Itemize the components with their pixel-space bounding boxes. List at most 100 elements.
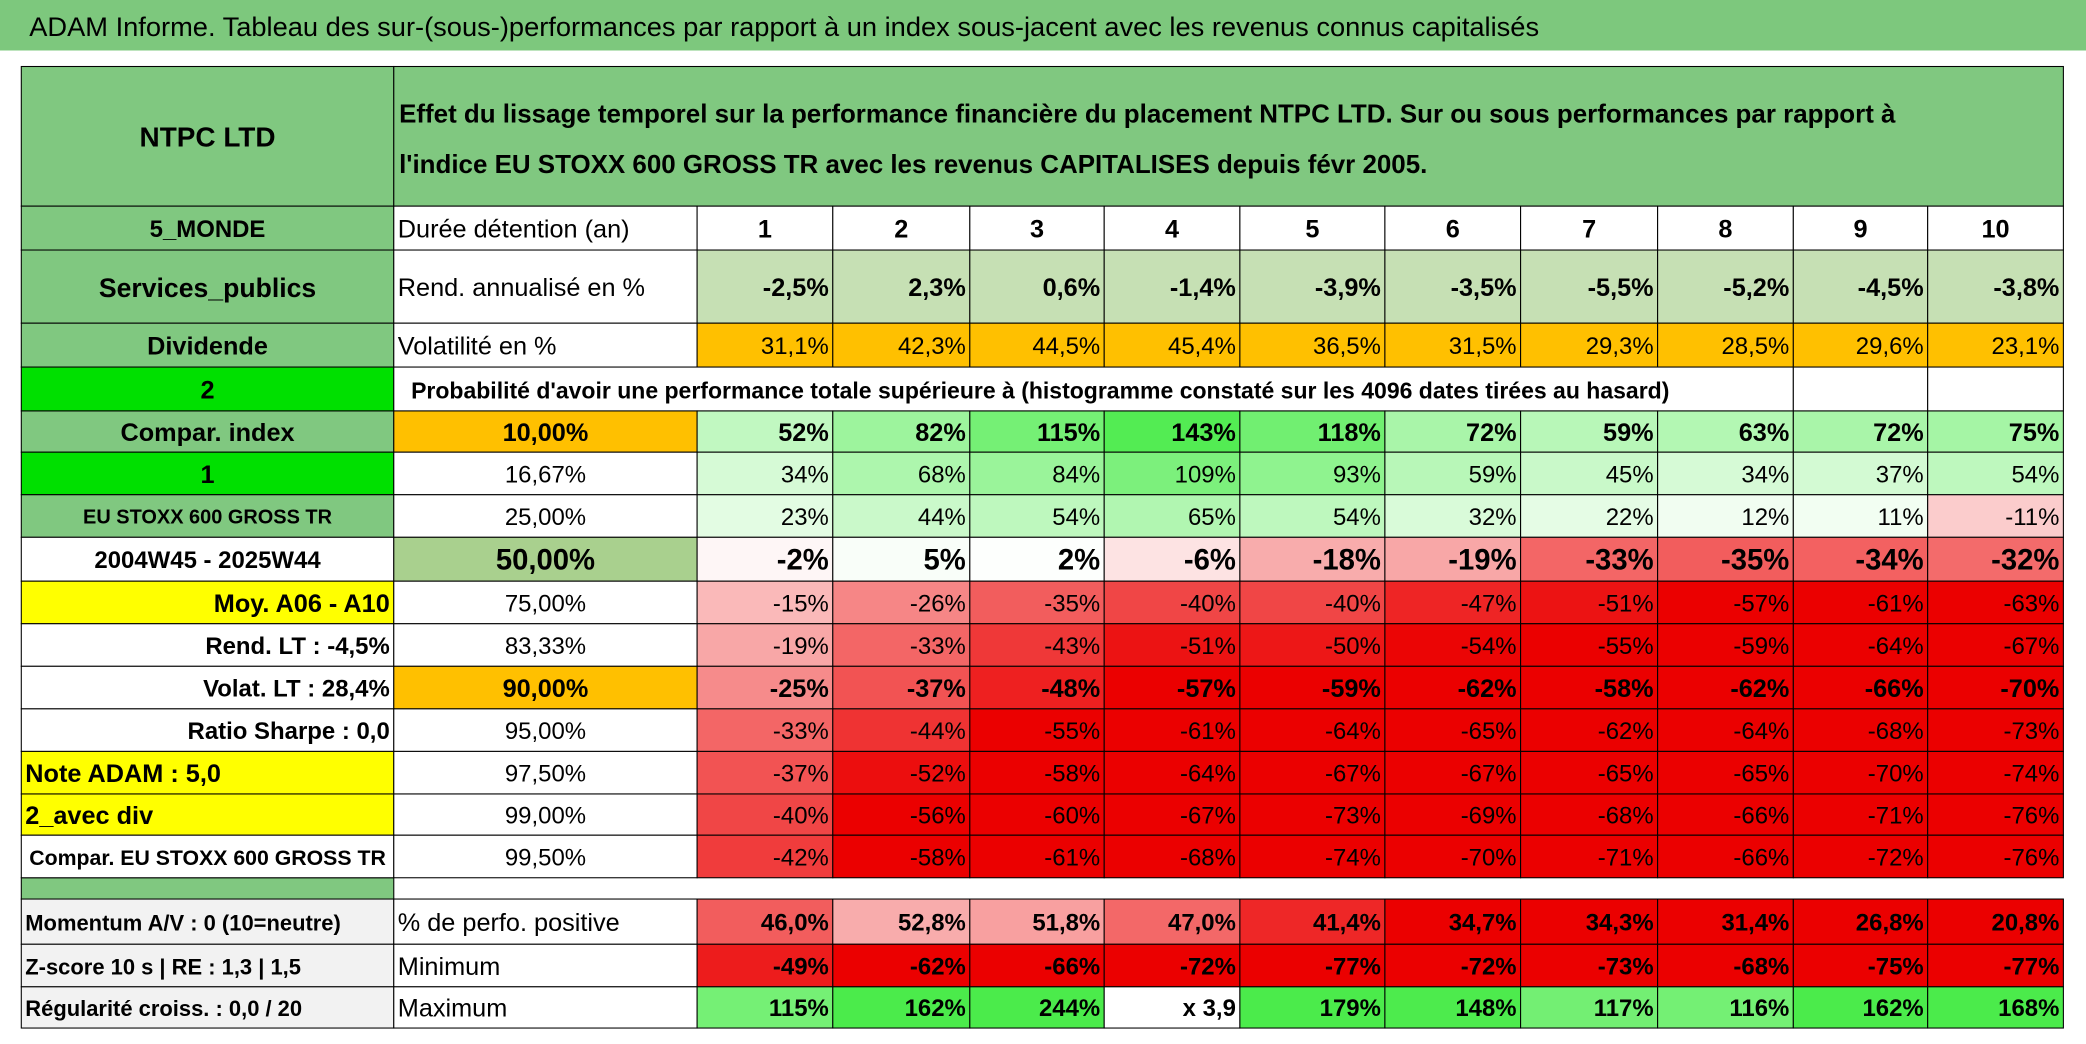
value-cell — [969, 986, 1105, 1029]
value-cell — [1384, 494, 1522, 538]
value-cell — [1103, 451, 1241, 496]
value-cell — [1792, 249, 1929, 324]
value-text: 34,7% — [1449, 909, 1517, 936]
value-cell — [1792, 943, 1929, 988]
value-text: 117% — [1594, 995, 1654, 1022]
value-text: -51% — [1180, 633, 1236, 660]
row-title: Minimum — [398, 953, 501, 981]
value-text: 116% — [1729, 995, 1789, 1022]
value-text: 23% — [781, 504, 829, 531]
value-cell — [1384, 943, 1522, 988]
value-text: -67% — [1180, 802, 1236, 829]
value-text: -70% — [2000, 675, 2059, 703]
value-cell — [1384, 793, 1522, 836]
value-cell — [832, 410, 971, 453]
value-text: 244% — [1039, 995, 1100, 1022]
value-cell — [1792, 986, 1929, 1029]
value-text: 45,4% — [1168, 333, 1236, 360]
value-cell — [1520, 580, 1659, 625]
value-text: -33% — [773, 718, 829, 745]
value-text: -58% — [1595, 675, 1654, 703]
value-text: 23,1% — [1992, 333, 2060, 360]
value-cell — [1239, 898, 1386, 945]
row-title: 50,00% — [496, 545, 595, 577]
value-cell — [1792, 451, 1929, 496]
value-cell — [1520, 494, 1659, 538]
value-cell — [1239, 986, 1386, 1029]
value-cell — [832, 536, 971, 582]
value-text: -52% — [910, 761, 966, 788]
value-cell — [1792, 834, 1929, 879]
description-line: l'indice EU STOXX 600 GROSS TR avec les … — [399, 151, 1427, 179]
value-cell — [1239, 494, 1386, 538]
row-title: % de perfo. positive — [398, 909, 620, 937]
label-cell — [20, 580, 395, 625]
value-text: 26,8% — [1856, 909, 1924, 936]
value-cell — [1384, 410, 1522, 453]
value-text: 31,5% — [1449, 333, 1517, 360]
value-text: 44,5% — [1032, 333, 1100, 360]
value-text: 44% — [918, 504, 966, 531]
value-text: -51% — [1598, 590, 1654, 617]
value-text: 36,5% — [1313, 333, 1381, 360]
value-cell — [1927, 322, 2064, 368]
value-text: 31,1% — [761, 333, 829, 360]
label-cell — [20, 536, 395, 582]
value-cell — [1792, 205, 1929, 251]
value-cell — [1792, 898, 1929, 945]
value-text: -55% — [1598, 633, 1654, 660]
row-label: 2 — [201, 376, 215, 404]
value-text: 2,3% — [908, 274, 966, 302]
value-cell — [832, 249, 971, 324]
value-text: -5,2% — [1723, 274, 1789, 302]
value-cell — [696, 898, 834, 945]
value-text: -15% — [773, 590, 829, 617]
value-text: -61% — [1180, 718, 1236, 745]
value-text: -54% — [1461, 633, 1517, 660]
value-text: -2% — [777, 545, 829, 577]
value-text: -3,9% — [1315, 274, 1381, 302]
row-label: Dividende — [147, 332, 268, 360]
value-cell — [1657, 793, 1794, 836]
value-cell — [1239, 205, 1386, 251]
value-text: -48% — [1041, 675, 1100, 703]
row-title: Rend. annualisé en % — [398, 274, 645, 302]
value-text: 54% — [1333, 504, 1381, 531]
description-cell — [393, 65, 2064, 207]
title-cell — [393, 322, 698, 368]
value-cell — [1927, 536, 2064, 582]
value-text: -76% — [2003, 844, 2059, 871]
value-cell — [969, 793, 1105, 836]
value-text: 68% — [918, 461, 966, 488]
value-text: -55% — [1044, 718, 1100, 745]
value-cell — [1520, 986, 1659, 1029]
value-cell — [1657, 580, 1794, 625]
value-cell — [1657, 451, 1794, 496]
value-text: -34% — [1855, 545, 1923, 577]
value-text: -73% — [1598, 953, 1654, 980]
value-text: -19% — [773, 633, 829, 660]
value-cell — [696, 410, 834, 453]
value-text: 59% — [1469, 461, 1517, 488]
value-text: -3,5% — [1451, 274, 1517, 302]
value-text: 168% — [1998, 995, 2059, 1022]
row-label: Moy. A06 - A10 — [214, 590, 390, 618]
row-label: Note ADAM : 5,0 — [25, 760, 221, 788]
row-label: Régularité croiss. : 0,0 / 20 — [25, 996, 302, 1021]
row-title: 25,00% — [505, 504, 586, 531]
row-label: Services_publics — [99, 273, 316, 303]
title-cell — [393, 943, 698, 988]
row-title: Volatilité en % — [398, 332, 557, 360]
value-cell — [696, 708, 834, 752]
value-text: 109% — [1175, 461, 1236, 488]
value-text: 3 — [1030, 215, 1044, 243]
value-cell — [832, 898, 971, 945]
value-cell — [1657, 205, 1794, 251]
label-cell — [20, 708, 395, 752]
value-text: -76% — [2003, 802, 2059, 829]
value-text: 52% — [778, 419, 829, 447]
value-cell — [1657, 322, 1794, 368]
value-text: 2% — [1058, 545, 1100, 577]
row-label: 2004W45 - 2025W44 — [94, 547, 321, 574]
value-text: -71% — [1868, 802, 1924, 829]
